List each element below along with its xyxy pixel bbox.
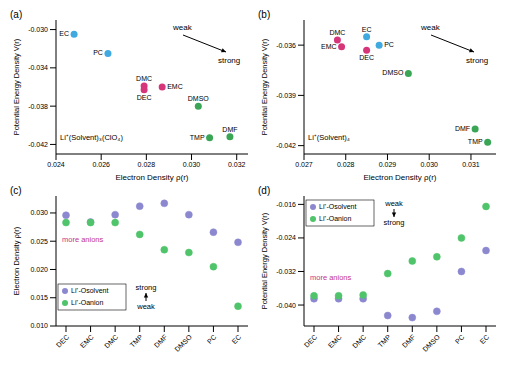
svg-text:EC: EC — [230, 333, 242, 345]
svg-text:DMC: DMC — [103, 333, 119, 349]
svg-text:EMC: EMC — [79, 333, 95, 349]
svg-text:0.025: 0.025 — [30, 238, 48, 245]
svg-text:0.020: 0.020 — [30, 266, 48, 273]
svg-text:DEC: DEC — [303, 333, 318, 348]
svg-text:-0.034: -0.034 — [28, 64, 48, 71]
svg-text:weak: weak — [384, 199, 403, 208]
svg-text:0.029: 0.029 — [379, 161, 397, 168]
svg-text:Electron Density ρ(r): Electron Density ρ(r) — [363, 173, 436, 182]
svg-text:DMSO: DMSO — [421, 333, 441, 353]
svg-text:strong: strong — [384, 218, 405, 227]
svg-text:-0.038: -0.038 — [28, 103, 48, 110]
svg-text:Li⁺(Solvent)₄: Li⁺(Solvent)₄ — [308, 133, 350, 142]
svg-text:strong: strong — [466, 56, 488, 65]
svg-text:EC: EC — [59, 30, 69, 37]
svg-text:0.028: 0.028 — [138, 161, 156, 168]
svg-text:-0.016: -0.016 — [276, 201, 296, 208]
svg-text:Li⁺-Oanion: Li⁺-Oanion — [319, 215, 351, 222]
svg-text:TMP: TMP — [377, 333, 393, 349]
svg-text:0.032: 0.032 — [228, 161, 246, 168]
svg-text:DMSO: DMSO — [173, 333, 193, 353]
svg-text:0.028: 0.028 — [337, 161, 355, 168]
svg-text:0.030: 0.030 — [420, 161, 438, 168]
svg-text:PC: PC — [454, 333, 466, 345]
svg-text:0.026: 0.026 — [92, 161, 110, 168]
svg-text:-0.042: -0.042 — [28, 141, 48, 148]
svg-text:-0.036: -0.036 — [276, 42, 296, 49]
svg-text:Li⁺-Osolvent: Li⁺-Osolvent — [319, 203, 356, 210]
svg-text:EMC: EMC — [167, 83, 183, 90]
svg-text:EC: EC — [478, 333, 490, 345]
svg-text:Li⁺-Oanion: Li⁺-Oanion — [71, 299, 103, 306]
svg-text:0.024: 0.024 — [47, 161, 65, 168]
svg-text:Potential Energy Density V(r): Potential Energy Density V(r) — [260, 212, 269, 309]
svg-text:DEC: DEC — [137, 94, 152, 101]
svg-text:DMSO: DMSO — [188, 95, 210, 102]
svg-text:DEC: DEC — [55, 333, 70, 348]
svg-text:0.015: 0.015 — [30, 294, 48, 301]
svg-text:0.030: 0.030 — [30, 209, 48, 216]
svg-text:EC: EC — [362, 26, 372, 33]
svg-text:-0.030: -0.030 — [28, 26, 48, 33]
svg-text:TMP: TMP — [468, 138, 483, 145]
svg-text:0.030: 0.030 — [183, 161, 201, 168]
svg-text:DMF: DMF — [222, 126, 237, 133]
svg-text:0.027: 0.027 — [295, 161, 313, 168]
svg-text:EMC: EMC — [327, 333, 343, 349]
svg-text:PC: PC — [384, 41, 394, 48]
svg-text:0.031: 0.031 — [462, 161, 480, 168]
svg-text:-0.040: -0.040 — [276, 302, 296, 309]
svg-text:Electron Density ρ(r): Electron Density ρ(r) — [12, 226, 21, 295]
svg-text:(b): (b) — [258, 9, 270, 20]
svg-text:EMC: EMC — [321, 43, 337, 50]
svg-text:0.010: 0.010 — [30, 322, 48, 329]
svg-text:strong: strong — [218, 56, 240, 65]
svg-text:Electron Density ρ(r): Electron Density ρ(r) — [115, 173, 188, 182]
svg-text:DMC: DMC — [136, 75, 152, 82]
svg-text:(c): (c) — [10, 185, 22, 196]
svg-text:-0.039: -0.039 — [276, 92, 296, 99]
svg-text:PC: PC — [206, 333, 218, 345]
svg-text:strong: strong — [136, 283, 157, 292]
svg-text:DMF: DMF — [455, 125, 470, 132]
svg-text:(d): (d) — [258, 185, 270, 196]
svg-text:Potential Energy Density V(r): Potential Energy Density V(r) — [12, 38, 21, 135]
svg-text:DMC: DMC — [329, 29, 345, 36]
svg-text:-0.042: -0.042 — [276, 142, 296, 149]
svg-text:more anions: more anions — [310, 273, 352, 282]
svg-text:DMSO: DMSO — [382, 69, 404, 76]
svg-text:DMF: DMF — [153, 333, 169, 349]
svg-text:Li⁺-Osolvent: Li⁺-Osolvent — [71, 287, 108, 294]
svg-text:TMP: TMP — [190, 134, 205, 141]
svg-text:DMC: DMC — [351, 333, 367, 349]
svg-text:Li⁺(Solvent)₃(ClO₄): Li⁺(Solvent)₃(ClO₄) — [60, 133, 123, 142]
svg-text:DMF: DMF — [401, 333, 417, 349]
svg-text:Potential Energy Density V(r): Potential Energy Density V(r) — [260, 38, 269, 135]
svg-text:-0.024: -0.024 — [276, 234, 296, 241]
svg-text:(a): (a) — [10, 9, 22, 20]
svg-text:-0.032: -0.032 — [276, 268, 296, 275]
svg-text:more anions: more anions — [62, 235, 104, 244]
svg-text:weak: weak — [172, 23, 193, 32]
svg-text:TMP: TMP — [129, 333, 145, 349]
svg-text:weak: weak — [420, 23, 441, 32]
svg-text:weak: weak — [136, 302, 155, 311]
svg-text:DEC: DEC — [359, 54, 374, 61]
svg-text:PC: PC — [93, 49, 103, 56]
